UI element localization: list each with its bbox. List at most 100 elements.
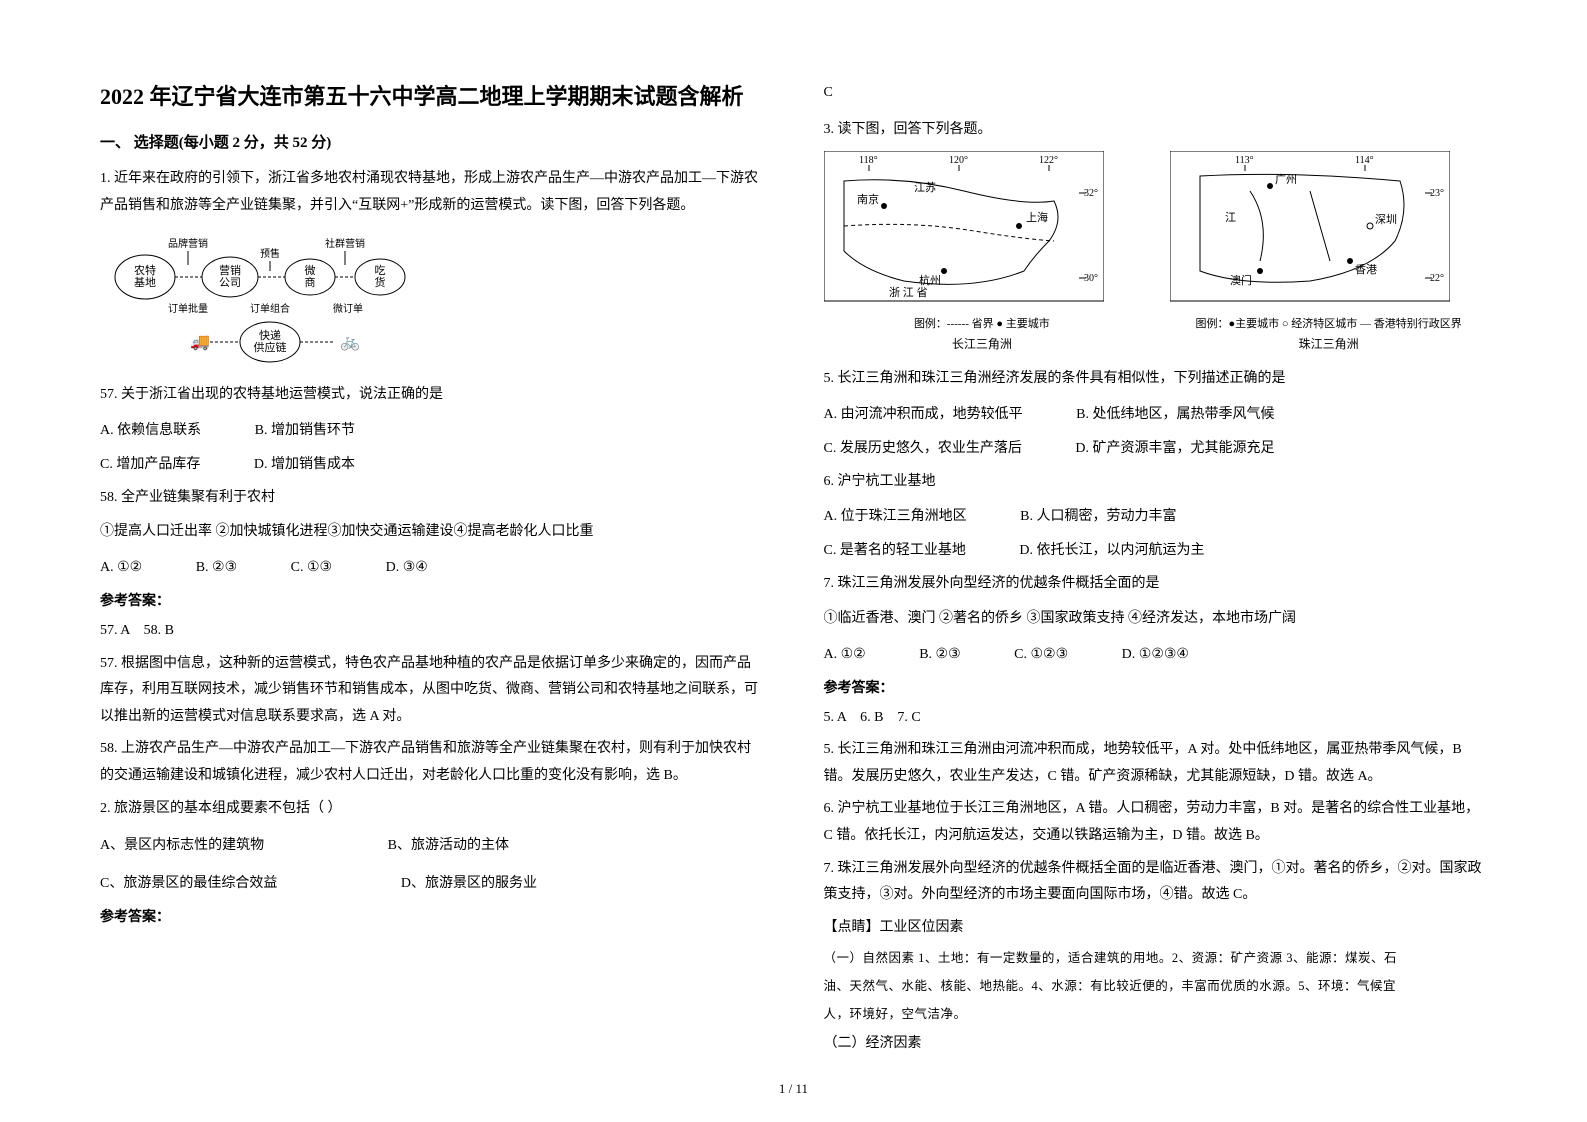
- q5-stem: 5. 长江三角洲和珠江三角洲经济发展的条件具有相似性，下列描述正确的是: [824, 366, 1488, 393]
- svg-text:社群营销: 社群营销: [325, 237, 365, 250]
- q6-opts-r2: C. 是著名的轻工业基地 D. 依托长江，以内河航运为主: [824, 537, 1488, 565]
- svg-text:113°: 113°: [1235, 155, 1254, 166]
- q3-stem: 3. 读下图，回答下列各题。: [824, 117, 1488, 144]
- q58-stem: 58. 全产业链集聚有利于农村: [100, 485, 764, 512]
- q7-choices: ①临近香港、澳门 ②著名的侨乡 ③国家政策支持 ④经济发达，本地市场广阔: [824, 606, 1488, 633]
- opt: A. 位于珠江三角洲地区: [824, 503, 967, 531]
- svg-text:23°: 23°: [1430, 188, 1444, 199]
- svg-text:货: 货: [375, 275, 386, 289]
- svg-text:吃: 吃: [375, 264, 386, 277]
- svg-text:公司: 公司: [219, 277, 241, 289]
- svg-text:22°: 22°: [1430, 273, 1444, 284]
- q7-stem: 7. 珠江三角洲发展外向型经济的优越条件概括全面的是: [824, 571, 1488, 598]
- q7-opts: A. ①② B. ②③ C. ①②③ D. ①②③④: [824, 641, 1488, 669]
- svg-text:114°: 114°: [1355, 155, 1374, 166]
- explain-7: 7. 珠江三角洲发展外向型经济的优越条件概括全面的是临近香港、澳门，①对。著名的…: [824, 856, 1488, 909]
- svg-text:江苏: 江苏: [914, 181, 936, 194]
- section-header: 一、 选择题(每小题 2 分，共 52 分): [100, 131, 764, 152]
- svg-text:122°: 122°: [1039, 155, 1058, 166]
- q3-answers: 5. A 6. B 7. C: [824, 705, 1488, 732]
- document-title: 2022 年辽宁省大连市第五十六中学高二地理上学期期末试题含解析: [100, 80, 764, 113]
- q58-options: A. ①② B. ②③ C. ①③ D. ③④: [100, 554, 764, 582]
- q57-options-row1: A. 依赖信息联系 B. 增加销售环节: [100, 417, 764, 445]
- opt: C、旅游景区的最佳综合效益: [100, 870, 277, 898]
- point1: （一）自然因素 1、土地：有一定数量的，适合建筑的用地。2、资源：矿产资源 3、…: [824, 947, 1488, 971]
- q5-opts-r1: A. 由河流冲积而成，地势较低平 B. 处低纬地区，属热带季风气候: [824, 401, 1488, 429]
- opt: B. 增加销售环节: [255, 417, 355, 445]
- right-column: C 3. 读下图，回答下列各题。 118° 120° 122° 32° 30°: [824, 80, 1488, 1040]
- svg-text:🚚: 🚚: [190, 334, 210, 351]
- opt: C. ①③: [291, 554, 332, 582]
- page-number: 1 / 11: [0, 1081, 1587, 1097]
- svg-text:农特: 农特: [134, 263, 156, 277]
- opt: A. 由河流冲积而成，地势较低平: [824, 401, 1023, 429]
- svg-text:微订单: 微订单: [333, 302, 363, 315]
- svg-text:澳门: 澳门: [1230, 273, 1252, 287]
- svg-text:30°: 30°: [1084, 273, 1098, 284]
- opt: B、旅游活动的主体: [388, 832, 509, 860]
- q1-intro: 1. 近年来在政府的引领下，浙江省多地农村涌现农特基地，形成上游农产品生产—中游…: [100, 166, 764, 219]
- point2: 油、天然气、水能、核能、地热能。4、水源：有比较近便的，丰富而优质的水源。5、环…: [824, 975, 1488, 999]
- opt: D. 增加销售成本: [254, 451, 355, 479]
- svg-text:微: 微: [305, 263, 316, 277]
- opt: C. 增加产品库存: [100, 451, 200, 479]
- opt: B. 人口稠密，劳动力丰富: [1020, 503, 1176, 531]
- svg-text:商: 商: [305, 275, 316, 289]
- opt: D、旅游景区的服务业: [401, 870, 537, 898]
- opt: C. 发展历史悠久，农业生产落后: [824, 435, 1022, 463]
- opt: B. ②③: [196, 554, 237, 582]
- svg-text:预售: 预售: [260, 247, 280, 260]
- svg-text:南京: 南京: [857, 192, 879, 206]
- q2-opts-row2: C、旅游景区的最佳综合效益 D、旅游景区的服务业: [100, 870, 764, 898]
- opt: D. ①②③④: [1122, 641, 1189, 669]
- point-label: 【点睛】工业区位因素: [824, 915, 1488, 942]
- svg-text:120°: 120°: [949, 155, 968, 166]
- opt: A. 依赖信息联系: [100, 417, 201, 445]
- svg-text:营销: 营销: [219, 263, 241, 277]
- map-right: 113° 114° 23° 22° 广州 江 深圳: [1170, 151, 1487, 352]
- point4: （二）经济因素: [824, 1031, 1488, 1058]
- q2-opts-row1: A、景区内标志性的建筑物 B、旅游活动的主体: [100, 832, 764, 860]
- q6-stem: 6. 沪宁杭工业基地: [824, 469, 1488, 496]
- q58-choices: ①提高人口迁出率 ②加快城镇化进程③加快交通运输建设④提高老龄化人口比重: [100, 519, 764, 546]
- opt: C. 是著名的轻工业基地: [824, 537, 966, 565]
- svg-text:32°: 32°: [1084, 188, 1098, 199]
- q57-stem: 57. 关于浙江省出现的农特基地运营模式，说法正确的是: [100, 382, 764, 409]
- maps-row: 118° 120° 122° 32° 30° 南京: [824, 151, 1488, 352]
- opt: D. 矿产资源丰富，尤其能源充足: [1075, 435, 1274, 463]
- answer-label: 参考答案：: [100, 590, 764, 610]
- q1-answers: 57. A 58. B: [100, 618, 764, 645]
- map-left-caption: 长江三角洲: [824, 335, 1141, 352]
- svg-text:基地: 基地: [134, 276, 156, 289]
- opt: C. ①②③: [1014, 641, 1068, 669]
- svg-text:深圳: 深圳: [1375, 213, 1397, 226]
- svg-text:快递: 快递: [259, 328, 281, 342]
- opt: A. ①②: [824, 641, 866, 669]
- svg-text:上海: 上海: [1026, 210, 1048, 224]
- q57-options-row2: C. 增加产品库存 D. 增加销售成本: [100, 451, 764, 479]
- q2-answer: C: [824, 80, 1488, 107]
- opt: D. 依托长江，以内河航运为主: [1019, 537, 1204, 565]
- svg-text:🚲: 🚲: [340, 334, 360, 351]
- map-right-legend: 图例：●主要城市 ○ 经济特区城市 — 香港特别行政区界: [1170, 315, 1487, 331]
- explain-58: 58. 上游农产品生产—中游农产品加工—下游农产品销售和旅游等全产业链集聚在农村…: [100, 736, 764, 789]
- opt: D. ③④: [386, 554, 428, 582]
- answer-label: 参考答案：: [824, 677, 1488, 697]
- map-right-caption: 珠江三角洲: [1170, 335, 1487, 352]
- opt: A、景区内标志性的建筑物: [100, 832, 264, 860]
- svg-text:江: 江: [1225, 211, 1236, 224]
- two-column-layout: 2022 年辽宁省大连市第五十六中学高二地理上学期期末试题含解析 一、 选择题(…: [100, 80, 1487, 1040]
- q5-opts-r2: C. 发展历史悠久，农业生产落后 D. 矿产资源丰富，尤其能源充足: [824, 435, 1488, 463]
- svg-text:订单组合: 订单组合: [250, 302, 290, 315]
- q2-stem: 2. 旅游景区的基本组成要素不包括（ ）: [100, 796, 764, 823]
- explain-5: 5. 长江三角洲和珠江三角洲由河流冲积而成，地势较低平，A 对。处中低纬地区，属…: [824, 737, 1488, 790]
- svg-text:品牌营销: 品牌营销: [168, 237, 208, 250]
- svg-text:杭州: 杭州: [919, 273, 941, 287]
- svg-text:香港: 香港: [1355, 263, 1377, 276]
- svg-text:供应链: 供应链: [254, 340, 287, 354]
- svg-text:广州: 广州: [1275, 173, 1297, 186]
- map-left-legend: 图例：------ 省界 ● 主要城市: [824, 315, 1141, 331]
- left-column: 2022 年辽宁省大连市第五十六中学高二地理上学期期末试题含解析 一、 选择题(…: [100, 80, 764, 1040]
- svg-text:订单批量: 订单批量: [168, 302, 208, 315]
- opt: A. ①②: [100, 554, 142, 582]
